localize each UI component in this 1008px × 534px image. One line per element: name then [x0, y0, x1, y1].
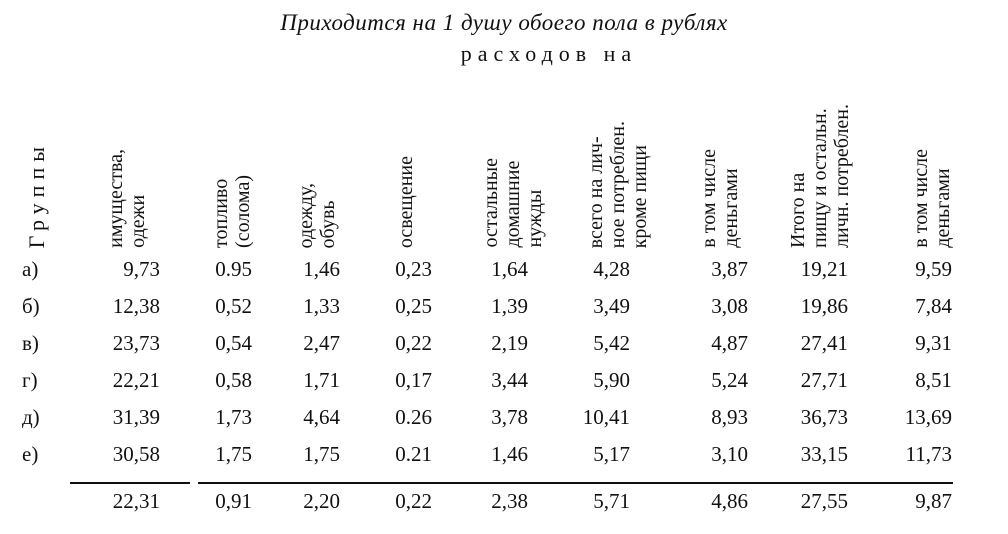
table-cell: 9,73	[123, 257, 160, 281]
table-cell: 2,47	[303, 331, 340, 355]
table-cell: 5,90	[593, 368, 630, 392]
table-cell: 1,46	[303, 257, 340, 281]
column-header-2: топливо (солома)	[210, 175, 254, 248]
table-title: Приходится на 1 душу обоего пола в рубля…	[280, 10, 728, 35]
table-cell: 19,86	[800, 294, 848, 318]
table-cell: 0,52	[215, 294, 252, 318]
table-cell: 5,42	[593, 331, 630, 355]
table-cell: 4,64	[303, 405, 340, 429]
table-cell: 3,78	[491, 405, 528, 429]
table-cell: 5,24	[711, 368, 748, 392]
row-label: г)	[22, 368, 38, 392]
row-label: е)	[22, 442, 39, 466]
table-cell: 11,73	[905, 442, 952, 466]
table-cell: 9,59	[915, 257, 952, 281]
table-cell: 7,84	[915, 294, 952, 318]
table-cell: 27,41	[800, 331, 848, 355]
table-cell: 30,58	[112, 442, 160, 466]
table-cell: 0,25	[395, 294, 432, 318]
table-cell: 4,87	[711, 331, 748, 355]
groups-header: Группы	[24, 140, 49, 248]
table-cell: 4,28	[593, 257, 630, 281]
total-cell: 4,86	[711, 489, 748, 513]
table-cell: 3,87	[711, 257, 748, 281]
row-label: б)	[22, 294, 40, 318]
table-cell: 1,46	[491, 442, 528, 466]
table-cell: 36,73	[800, 405, 848, 429]
table-cell: 3,10	[711, 442, 748, 466]
table-cell: 5,17	[593, 442, 630, 466]
total-cell: 22,31	[112, 489, 160, 513]
table-cell: 0.95	[215, 257, 252, 281]
table-cell: 1,64	[491, 257, 528, 281]
table-cell: 1,75	[303, 442, 340, 466]
table-cell: 23,73	[112, 331, 160, 355]
column-header-5: остальные домашние нужды	[480, 158, 546, 248]
column-header-8: Итого на пищу и остальн. личн. потреблен…	[787, 104, 853, 248]
column-header-3: одежду, обувь	[295, 182, 339, 248]
table-cell: 0,54	[215, 331, 252, 355]
row-label: а)	[22, 257, 39, 281]
table-cell: 1,73	[215, 405, 252, 429]
table-cell: 0.26	[395, 405, 432, 429]
row-label: в)	[22, 331, 39, 355]
total-cell: 0,91	[215, 489, 252, 513]
table-cell: 1,71	[303, 368, 340, 392]
column-header-6: всего на лич- ное потреблен. кроме пищи	[585, 120, 651, 248]
table-cell: 0,17	[395, 368, 432, 392]
column-header-7: в том числе деньгами	[698, 149, 742, 248]
table-cell: 2,19	[491, 331, 528, 355]
column-header-9: в том числе деньгами	[910, 149, 954, 248]
total-rule-2	[198, 482, 953, 484]
total-cell: 2,38	[491, 489, 528, 513]
table-cell: 27,71	[800, 368, 848, 392]
table-cell: 8,51	[915, 368, 952, 392]
table-cell: 22,21	[112, 368, 160, 392]
total-cell: 27,55	[800, 489, 848, 513]
table-cell: 3,44	[491, 368, 528, 392]
total-cell: 0,22	[395, 489, 432, 513]
table-cell: 3,49	[593, 294, 630, 318]
table-cell: 12,38	[112, 294, 160, 318]
table-cell: 1,39	[491, 294, 528, 318]
table-cell: 0.21	[395, 442, 432, 466]
total-cell: 5,71	[593, 489, 630, 513]
total-cell: 9,87	[915, 489, 952, 513]
table-cell: 0,23	[395, 257, 432, 281]
total-rule-1	[70, 482, 190, 484]
row-label: д)	[22, 405, 40, 429]
table-cell: 31,39	[112, 405, 160, 429]
table-subtitle: расходов на	[460, 41, 638, 66]
column-header-1: имущества, одежи	[105, 149, 149, 248]
table-cell: 3,08	[711, 294, 748, 318]
table-cell: 13,69	[904, 405, 952, 429]
column-header-4: освещение	[395, 155, 417, 248]
table-cell: 0,22	[395, 331, 432, 355]
table-cell: 8,93	[711, 405, 748, 429]
table-cell: 1,33	[303, 294, 340, 318]
table-cell: 33,15	[800, 442, 848, 466]
table-cell: 10,41	[582, 405, 630, 429]
table-cell: 9,31	[915, 331, 952, 355]
total-cell: 2,20	[303, 489, 340, 513]
table-cell: 1,75	[215, 442, 252, 466]
table-cell: 0,58	[215, 368, 252, 392]
table-cell: 19,21	[800, 257, 848, 281]
